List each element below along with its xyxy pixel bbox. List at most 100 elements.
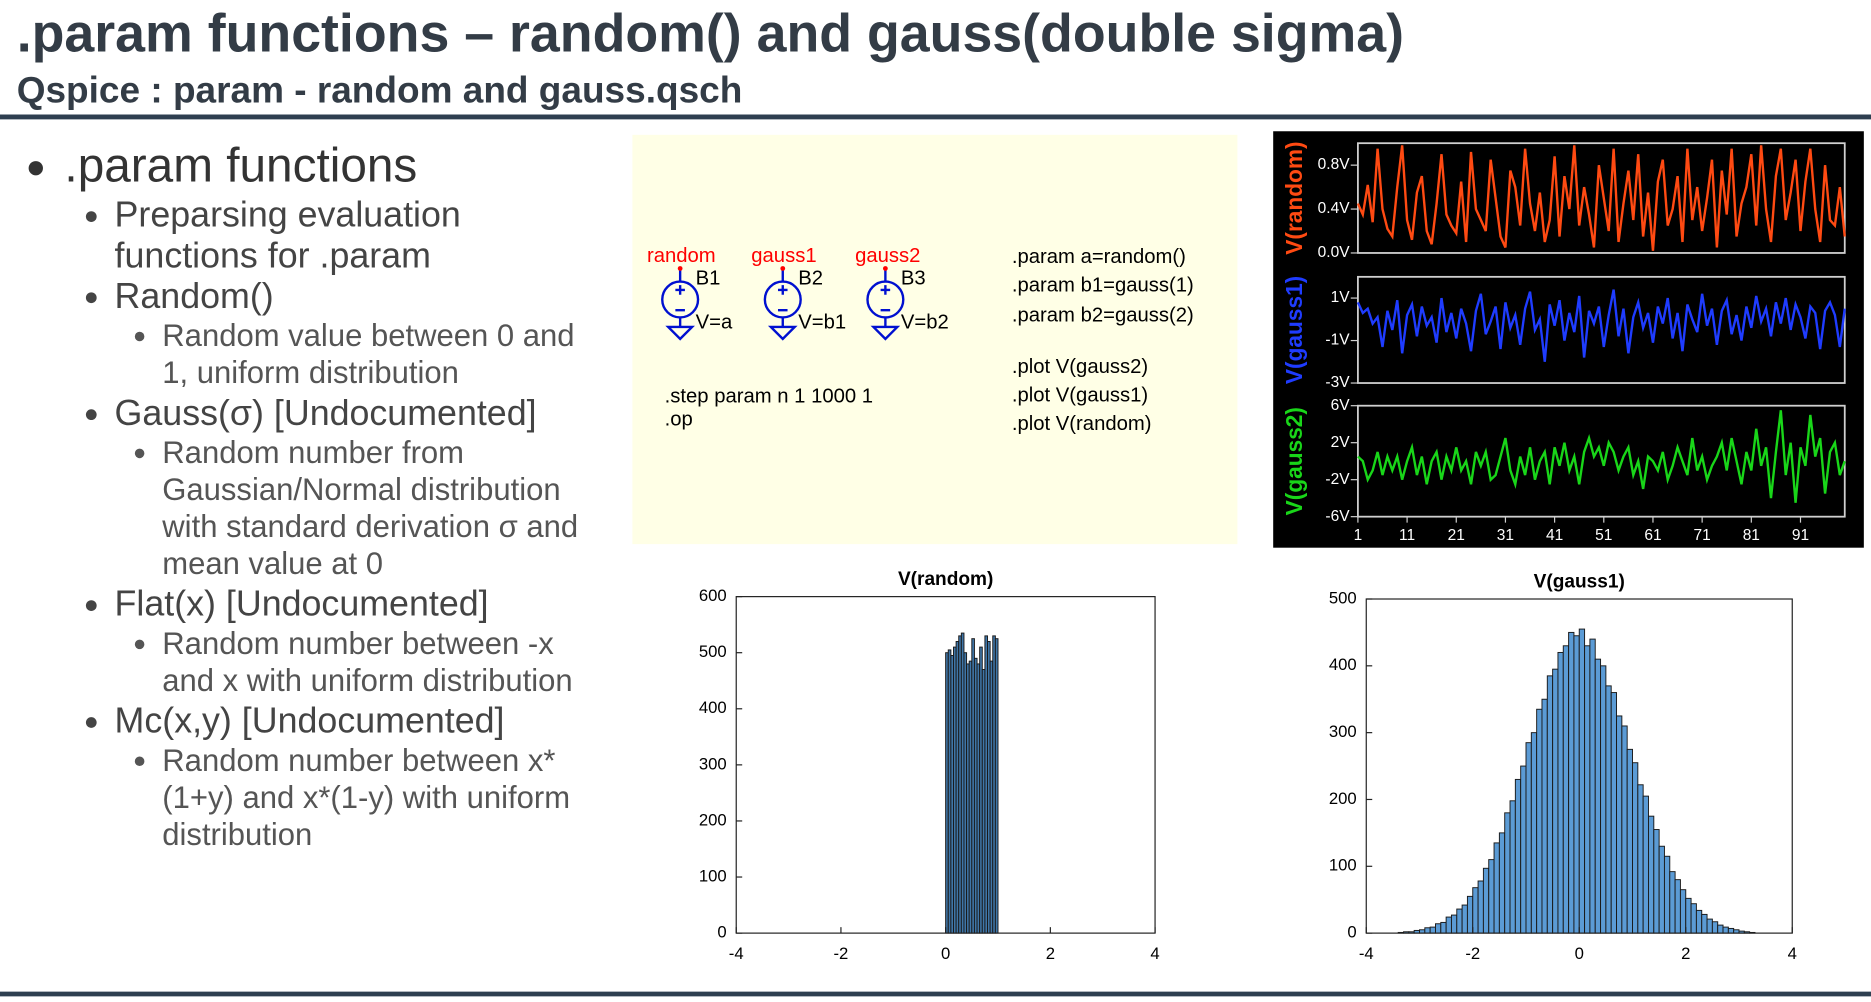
y-tick-label: 500 [699, 642, 727, 661]
histogram-bar [1584, 645, 1591, 934]
y-tick-label: -1V [1325, 332, 1350, 349]
histogram-bar [1429, 926, 1436, 934]
x-tick-label: 31 [1497, 527, 1514, 544]
bullet-item: .param functionsPreparsing evaluation fu… [64, 138, 601, 853]
source-symbol [763, 268, 802, 341]
histogram-bar [1653, 829, 1660, 934]
axis-label: V(gauss1) [1281, 276, 1307, 384]
histogram-bar [1679, 889, 1687, 934]
histogram-bar [994, 638, 999, 934]
x-tick-label: 11 [1399, 527, 1415, 544]
histogram-bar [1717, 924, 1724, 934]
net-label: gauss2 [855, 245, 920, 267]
slide-subtitle: Qspice : param - random and gauss.qsch [16, 69, 743, 111]
histogram-bar [1573, 635, 1580, 934]
histogram-bar [1647, 815, 1655, 934]
histogram-bar [1424, 927, 1431, 934]
source-value: V=b1 [798, 312, 846, 334]
source-symbol [661, 268, 700, 341]
bullet-text: Flat(x) [Undocumented] [114, 584, 489, 625]
directive: .param a=random() [1012, 246, 1186, 268]
bullet-text: Random value between 0 and 1, uniform di… [162, 317, 575, 391]
bullet-item: Random number from Gaussian/Normal distr… [162, 434, 601, 582]
bullet-item: Random number between x*(1+y) and x*(1-y… [162, 742, 601, 853]
histogram-bar [1669, 871, 1676, 934]
series-line [1356, 145, 1846, 251]
y-tick-label: 100 [1329, 856, 1357, 875]
x-tick-label: 71 [1694, 527, 1711, 544]
x-tick-label: 21 [1448, 527, 1465, 544]
histogram-bar [1578, 628, 1586, 934]
histogram-bar [1450, 914, 1458, 934]
histogram-bar [1552, 668, 1559, 934]
bullet-level: .param functionsPreparsing evaluation fu… [17, 138, 602, 853]
chart-title: V(random) [898, 569, 993, 590]
histogram-bar [1536, 708, 1543, 934]
histogram-bar [1610, 692, 1618, 934]
source-name: B1 [696, 268, 721, 290]
histogram-bar [1546, 675, 1554, 934]
histogram-bar [1488, 859, 1495, 934]
x-tick-label: 41 [1546, 527, 1563, 544]
plot-frame [1357, 142, 1846, 254]
histogram-bar [1477, 880, 1484, 934]
x-tick-label: 0 [1575, 944, 1584, 963]
directive: .param b2=gauss(2) [1012, 305, 1194, 327]
source-name: B3 [901, 268, 926, 290]
directive: .step param n 1 1000 1 [665, 386, 873, 408]
net-label: random [647, 245, 716, 267]
bullet-item: Random()Random value between 0 and 1, un… [115, 277, 602, 392]
series-line [1357, 410, 1846, 503]
histogram-chart: V(gauss1) 0 100 200 300 400 500 -4 -2 0 2 4 [1329, 571, 1797, 963]
histogram-bar [1701, 913, 1708, 934]
y-tick-label: 300 [699, 754, 727, 773]
x-tick-label: -4 [729, 944, 744, 963]
y-tick-label: 0.4V [1318, 200, 1351, 217]
histogram-chart: V(random) 0 100 200 300 400 500 600 -4 -2 0 2 4 [699, 569, 1160, 963]
x-tick-label: 51 [1595, 527, 1612, 544]
histogram-bar [1727, 927, 1735, 934]
source-name: B2 [798, 268, 823, 290]
histogram-bar [1456, 908, 1463, 934]
axis-label: V(random) [1281, 141, 1307, 254]
histogram-bar [1637, 784, 1644, 934]
x-tick-label: 2 [1046, 944, 1055, 963]
series-line [1356, 289, 1846, 362]
histogram-bar [1504, 812, 1511, 934]
histogram-bar [1493, 842, 1500, 934]
bullet-text: Random number between x*(1+y) and x*(1-y… [162, 742, 571, 852]
net-labels: random gauss1 gauss2 [647, 245, 920, 267]
sources [661, 266, 905, 341]
x-tick-label: 81 [1743, 527, 1760, 544]
bullet-text: Preparsing evaluation functions for .par… [114, 195, 461, 276]
histogram-bar [1466, 895, 1474, 934]
y-tick-label: 0.8V [1318, 156, 1351, 173]
bullet-item: Preparsing evaluation functions for .par… [115, 196, 602, 277]
y-tick-label: 0 [1347, 923, 1356, 942]
histogram-bar [1621, 725, 1628, 934]
y-tick-label: 0 [717, 923, 726, 942]
bullet-item: Flat(x) [Undocumented]Random number betw… [115, 585, 602, 700]
axis-label: V(gauss2) [1281, 407, 1307, 515]
bullet-item: Mc(x,y) [Undocumented]Random number betw… [115, 702, 602, 854]
bullet-level: Random number between -x and x with unif… [115, 625, 602, 699]
waveform-chart: V(random) 0.8V 0.4V 0.0V V(gauss1) 1V -1V -3V V(… [1273, 131, 1864, 548]
slide-title: .param functions – random() and gauss(do… [16, 2, 1405, 64]
histogram-bar [1557, 651, 1564, 934]
x-tick-label: 4 [1150, 944, 1159, 963]
bullet-level: Random number from Gaussian/Normal distr… [115, 434, 602, 582]
y-tick-label: 600 [699, 586, 727, 605]
directive: .plot V(random) [1012, 413, 1152, 435]
histogram-bar [1440, 921, 1447, 934]
net-label: gauss1 [751, 245, 816, 267]
bullet-level: Preparsing evaluation functions for .par… [64, 196, 601, 853]
histogram-bar [1695, 909, 1703, 934]
plot-frame [1357, 275, 1846, 384]
histogram-bar [1568, 631, 1575, 934]
source-value: V=a [696, 312, 733, 334]
histogram-bar [1509, 800, 1516, 934]
directive: .plot V(gauss2) [1012, 356, 1148, 378]
x-tick-label: -2 [1465, 944, 1480, 963]
